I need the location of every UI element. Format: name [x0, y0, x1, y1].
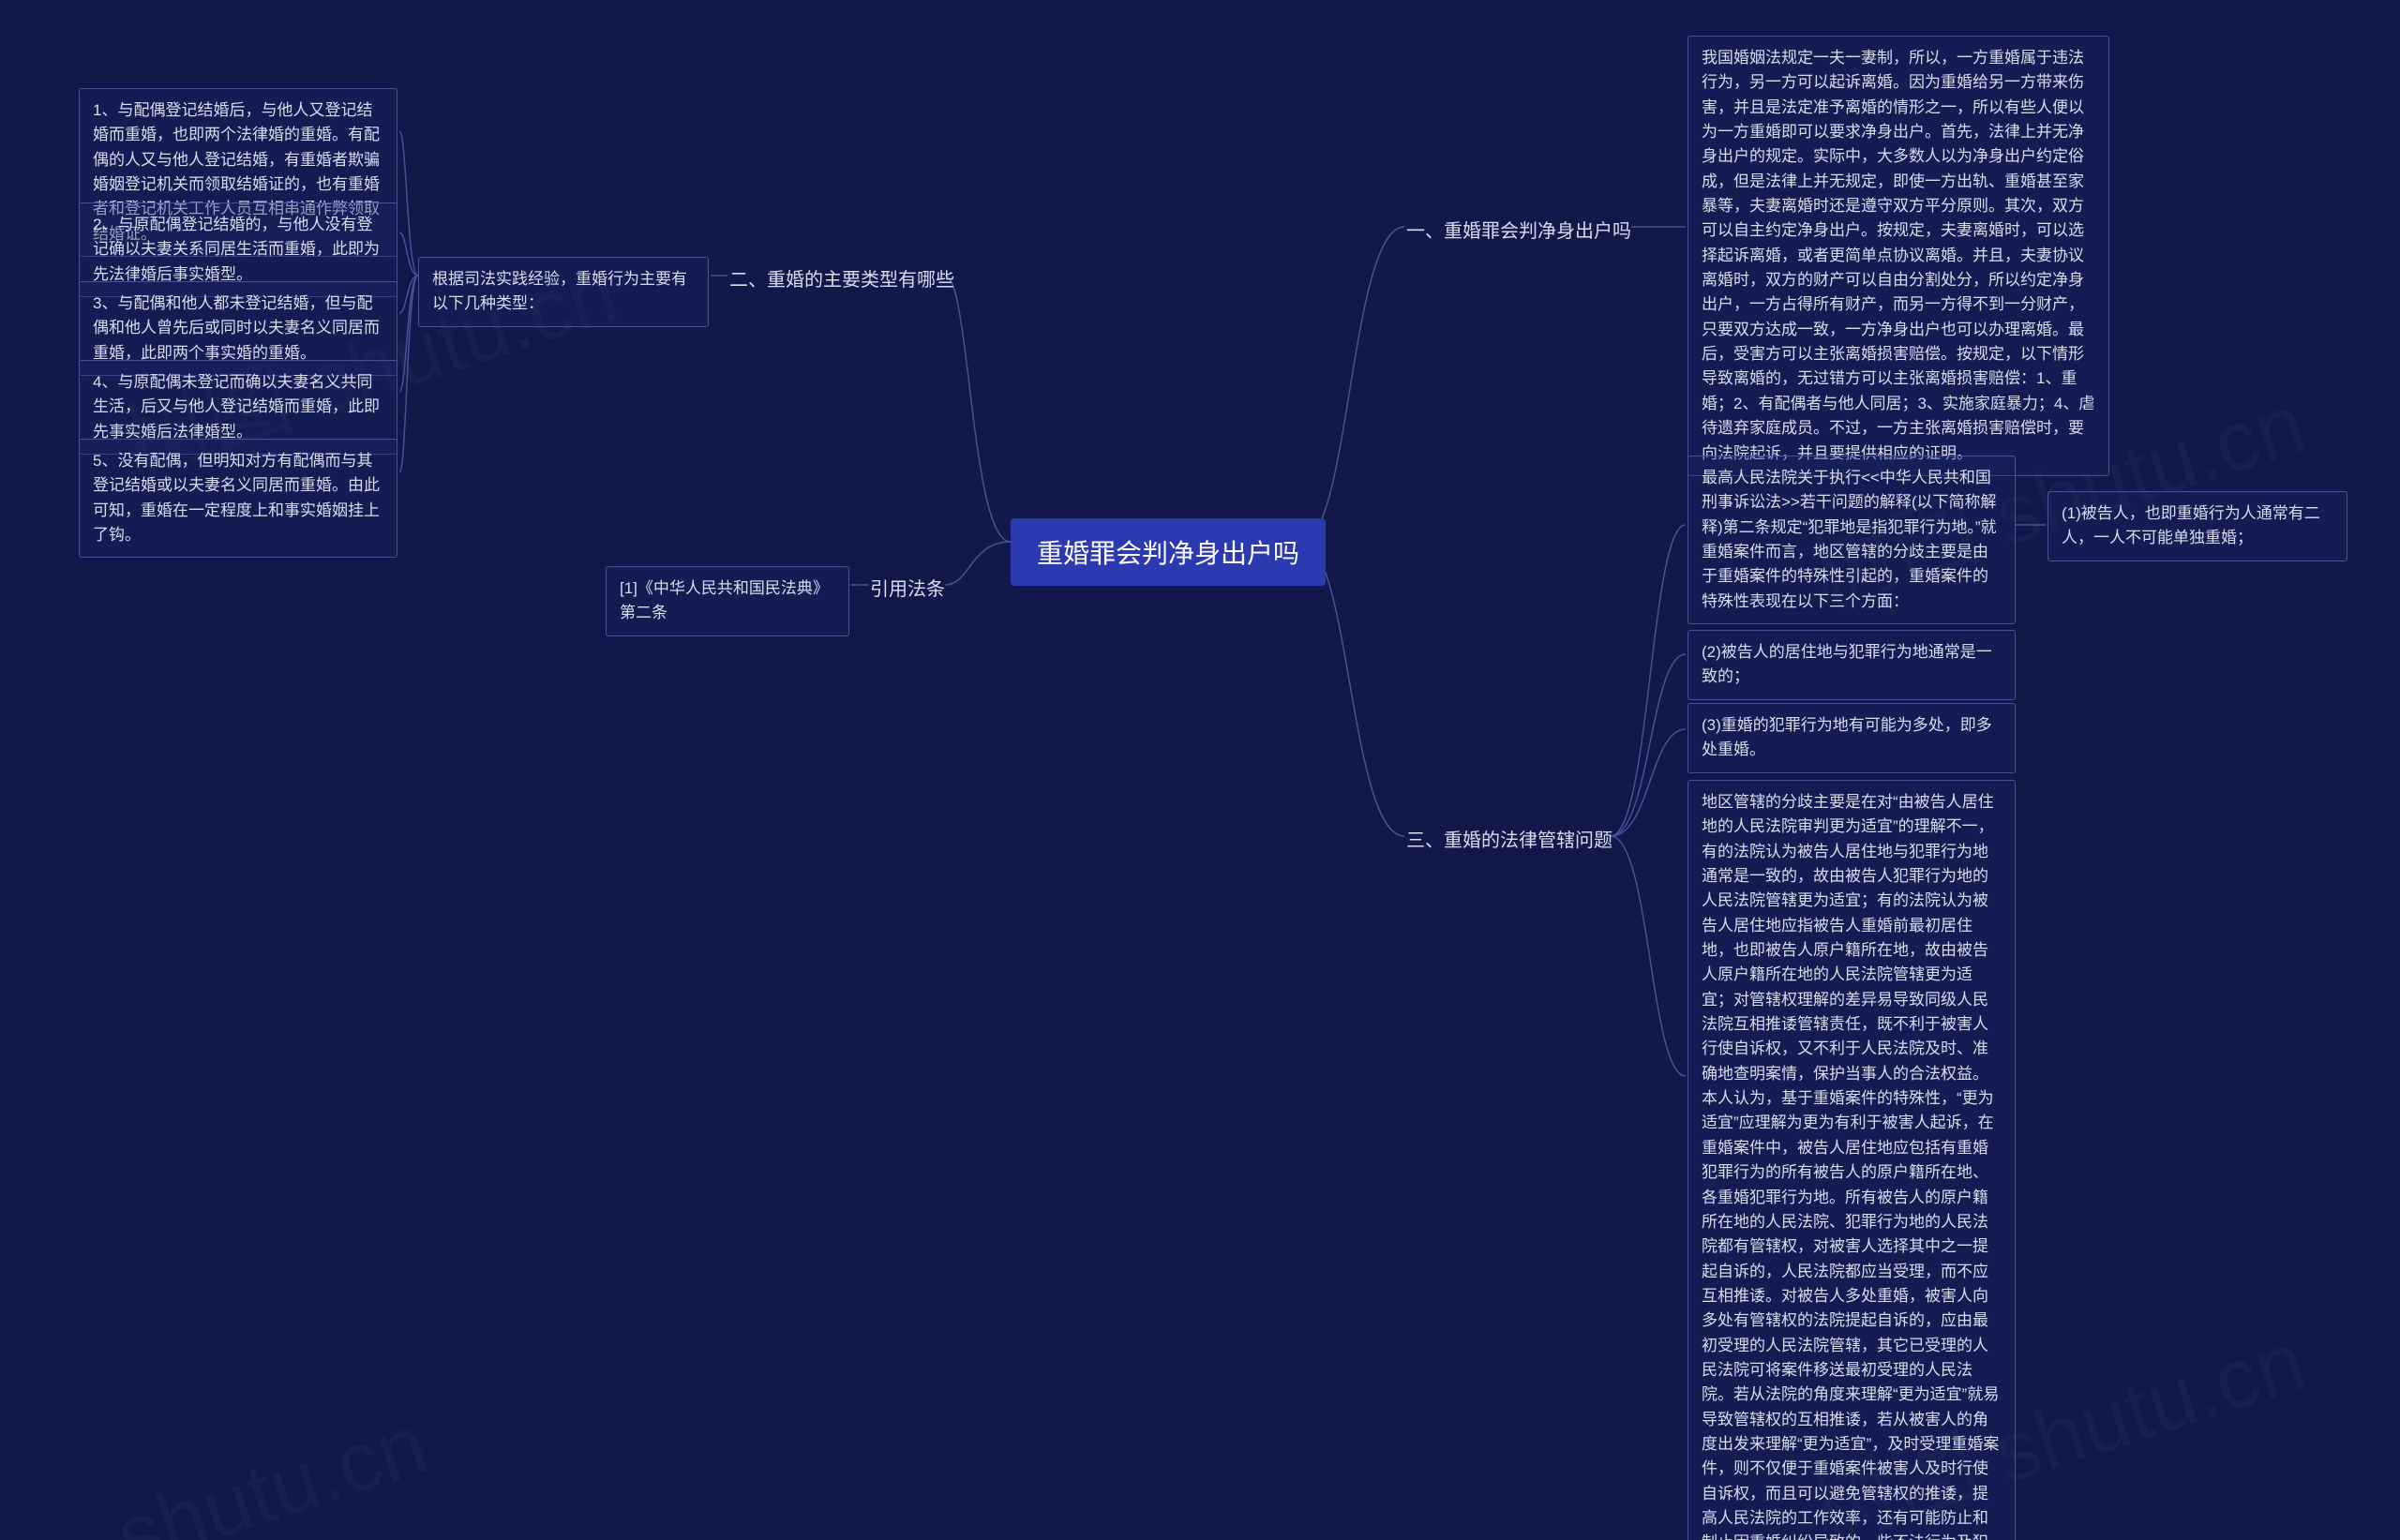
node-3-main: 地区管辖的分歧主要是在对“由被告人居住地的人民法院审判更为适宜”的理解不一，有的… [1688, 780, 2016, 1540]
node-cite-1: [1]《中华人民共和国民法典》第二条 [606, 566, 849, 636]
node-3-b: (2)被告人的居住地与犯罪行为地通常是一致的； [1688, 630, 2016, 700]
node-1-1: 我国婚姻法规定一夫一妻制，所以，一方重婚属于违法行为，另一方可以起诉离婚。因为重… [1688, 36, 2109, 476]
node-3-a: (1)被告人，也即重婚行为人通常有二人，一人不可能单独重婚； [2048, 491, 2348, 561]
branch-topic-1: 一、重婚罪会判净身出户吗 [1406, 216, 1631, 243]
branch-topic-2: 二、重婚的主要类型有哪些 [729, 264, 954, 292]
node-3-c: (3)重婚的犯罪行为地有可能为多处，即多处重婚。 [1688, 703, 2016, 773]
node-2-intro: 根据司法实践经验，重婚行为主要有以下几种类型： [418, 257, 709, 327]
branch-topic-3: 三、重婚的法律管辖问题 [1406, 825, 1612, 852]
node-2-5: 5、没有配偶，但明知对方有配偶而与其登记结婚或以夫妻名义同居而重婚。由此可知，重… [79, 439, 398, 558]
branch-cite: 引用法条 [870, 574, 945, 601]
node-3-intro: 最高人民法院关于执行<<中华人民共和国刑事诉讼法>>若干问题的解释(以下简称解释… [1688, 456, 2016, 624]
root-node: 重婚罪会判净身出户吗 [1011, 518, 1326, 586]
watermark: shutu.cn [105, 1397, 438, 1540]
